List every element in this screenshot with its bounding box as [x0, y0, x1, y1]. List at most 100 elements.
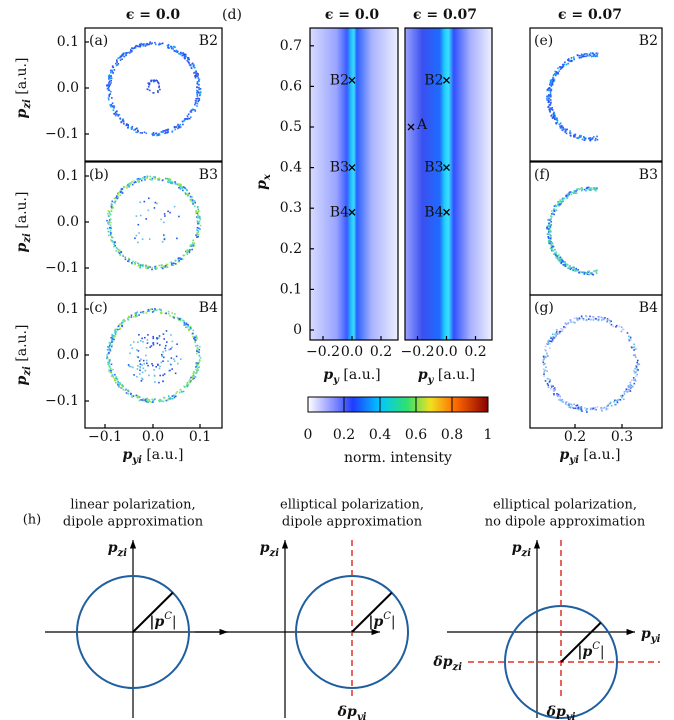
- scatter-point: [111, 334, 113, 336]
- scatter-point: [160, 361, 163, 364]
- scatter-point: [552, 74, 555, 76]
- scatter-point: [570, 406, 572, 409]
- scatter-point: [552, 115, 555, 117]
- scatter-point: [550, 386, 553, 388]
- scatter-point: [546, 352, 548, 355]
- scatter-point: [141, 364, 143, 366]
- scatter-point: [551, 249, 554, 251]
- scatter-point: [132, 395, 135, 397]
- scatter-point: [148, 197, 150, 200]
- scatter-point: [117, 115, 119, 117]
- superscript: C: [383, 611, 391, 622]
- scatter-point: [164, 130, 167, 132]
- scatter-point: [603, 406, 606, 409]
- scatter-point: [133, 341, 135, 343]
- scatter-point: [120, 190, 122, 193]
- symbol: p: [108, 540, 118, 556]
- scatter-point: [109, 343, 112, 345]
- scatter-point: [632, 377, 635, 379]
- scatter-point: [572, 56, 575, 58]
- scatter-point: [163, 356, 165, 359]
- scatter-point: [147, 399, 149, 401]
- scatter-point: [153, 398, 155, 401]
- scatter-point: [552, 113, 555, 115]
- scatter-point: [565, 402, 567, 404]
- scatter-point: [606, 318, 609, 320]
- scatter-point: [561, 259, 564, 261]
- y-tick-label: 0.3: [280, 200, 302, 216]
- scatter-point: [136, 349, 138, 351]
- scatter-point: [147, 364, 149, 367]
- scatter-point: [110, 206, 113, 208]
- scatter-point: [186, 326, 189, 329]
- scatter-point: [548, 218, 550, 221]
- scatter-point: [606, 408, 609, 410]
- scatter-point: [558, 332, 561, 335]
- scatter-point: [195, 74, 197, 77]
- scatter-point: [600, 408, 603, 411]
- scatter-point: [134, 128, 137, 130]
- scatter-point: [193, 370, 195, 373]
- scatter-point: [637, 363, 639, 366]
- scatter-point: [543, 358, 545, 360]
- scatter-point: [552, 78, 555, 81]
- scatter-point: [549, 109, 551, 112]
- scatter-point: [168, 369, 170, 372]
- scatter-point: [568, 191, 571, 194]
- scatter-point: [602, 317, 604, 319]
- scatter-point: [143, 176, 145, 178]
- scatter-point: [568, 267, 571, 269]
- scatter-point: [194, 66, 196, 69]
- scatter-point: [573, 136, 575, 138]
- scatter-point: [547, 95, 550, 98]
- subscript: zi: [22, 233, 33, 244]
- scatter-point: [111, 97, 113, 99]
- scatter-point: [554, 204, 557, 206]
- scatter-point: [129, 344, 132, 346]
- scatter-point: [131, 183, 134, 186]
- scatter-point: [573, 192, 575, 194]
- scatter-point: [573, 321, 576, 324]
- scatter-point: [179, 318, 182, 321]
- scatter-point: [612, 325, 615, 328]
- scatter-point: [117, 57, 120, 59]
- scatter-point: [191, 62, 194, 65]
- scatter-point: [629, 339, 632, 341]
- scatter-point: [190, 64, 192, 66]
- scatter-point: [177, 317, 179, 320]
- scatter-point: [578, 270, 581, 273]
- scatter-point: [196, 86, 198, 89]
- scatter-point: [195, 368, 197, 371]
- scatter-point: [161, 264, 163, 267]
- scatter-point: [605, 408, 608, 411]
- scatter-point: [193, 200, 196, 202]
- scatter-point: [199, 218, 202, 221]
- scatter-point: [195, 212, 197, 214]
- scatter-point: [169, 398, 172, 400]
- scatter-point: [127, 124, 129, 126]
- scatter-point: [112, 375, 114, 377]
- scatter-point: [192, 241, 194, 244]
- scatter-point: [596, 138, 599, 141]
- scatter-point: [589, 319, 592, 321]
- arrow-head: [626, 628, 635, 636]
- scatter-point: [562, 260, 564, 262]
- scatter-point: [148, 43, 150, 46]
- scatter-point: [140, 43, 143, 46]
- scatter-point: [172, 48, 174, 50]
- scatter-point: [179, 183, 182, 186]
- scatter-point: [192, 332, 194, 335]
- scatter-point: [158, 133, 161, 136]
- scatter-point: [565, 132, 568, 135]
- scatter-point: [559, 260, 561, 263]
- scatter-point: [153, 80, 155, 83]
- unit: [a.u.]: [579, 447, 621, 463]
- scatter-point: [108, 94, 110, 96]
- scatter-point: [594, 408, 597, 411]
- scatter-point: [568, 59, 570, 62]
- scatter-point: [623, 398, 625, 401]
- scatter-point: [183, 119, 186, 122]
- scatter-point: [108, 74, 111, 76]
- scatter-point: [585, 53, 587, 55]
- circle: [76, 575, 190, 689]
